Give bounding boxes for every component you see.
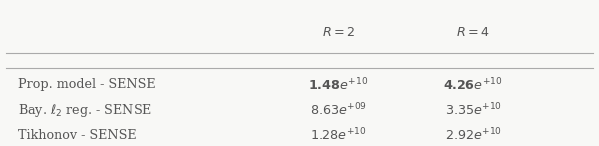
Text: Bay. $\ell_2$ reg. - SENSE: Bay. $\ell_2$ reg. - SENSE <box>18 102 152 119</box>
Text: $R = 4$: $R = 4$ <box>456 26 490 39</box>
Text: $\mathbf{4.26}e^{+10}$: $\mathbf{4.26}e^{+10}$ <box>443 76 503 93</box>
Text: $3.35e^{+10}$: $3.35e^{+10}$ <box>444 102 502 119</box>
Text: $8.63e^{+09}$: $8.63e^{+09}$ <box>310 102 367 119</box>
Text: $1.28e^{+10}$: $1.28e^{+10}$ <box>310 127 367 143</box>
Text: Prop. model - SENSE: Prop. model - SENSE <box>18 78 156 91</box>
Text: $2.92e^{+10}$: $2.92e^{+10}$ <box>445 127 501 143</box>
Text: $\mathbf{1.48}e^{+10}$: $\mathbf{1.48}e^{+10}$ <box>308 76 368 93</box>
Text: Tikhonov - SENSE: Tikhonov - SENSE <box>18 128 137 142</box>
Text: $R = 2$: $R = 2$ <box>322 26 355 39</box>
